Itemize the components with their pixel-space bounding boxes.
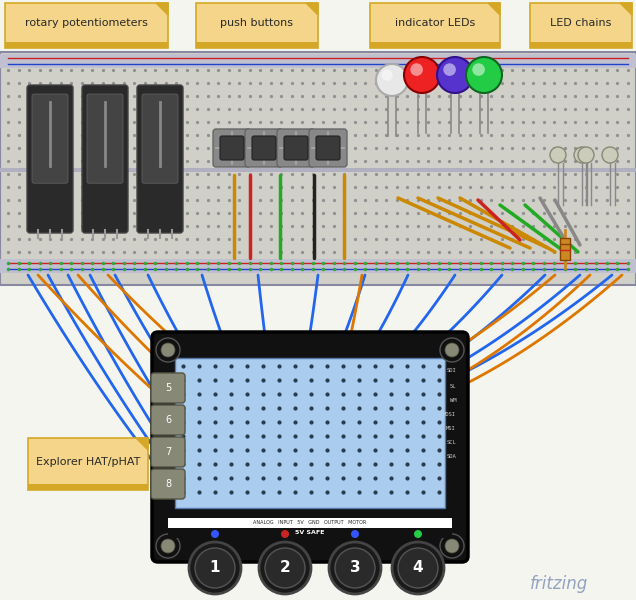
FancyBboxPatch shape — [277, 129, 315, 167]
Bar — [5, 42, 168, 48]
Bar — [0, 52, 636, 285]
FancyBboxPatch shape — [220, 136, 244, 160]
FancyBboxPatch shape — [152, 332, 468, 562]
Text: 2: 2 — [280, 560, 291, 575]
Circle shape — [161, 343, 175, 357]
Bar — [168, 518, 452, 534]
Text: 4: 4 — [413, 560, 424, 575]
FancyBboxPatch shape — [82, 85, 128, 233]
FancyBboxPatch shape — [151, 373, 185, 403]
Text: SDI: SDI — [446, 367, 456, 373]
Circle shape — [161, 539, 175, 553]
Circle shape — [445, 539, 459, 553]
Text: LED chains: LED chains — [550, 19, 612, 28]
Polygon shape — [136, 438, 148, 450]
Text: 6: 6 — [165, 415, 171, 425]
Polygon shape — [620, 3, 632, 15]
Circle shape — [440, 534, 464, 558]
Text: 1: 1 — [210, 560, 220, 575]
FancyBboxPatch shape — [309, 129, 347, 167]
FancyBboxPatch shape — [213, 129, 251, 167]
Circle shape — [550, 147, 566, 163]
Circle shape — [574, 147, 590, 163]
Bar — [560, 238, 570, 260]
Circle shape — [329, 542, 381, 594]
Text: MOSI: MOSI — [443, 412, 456, 416]
Bar — [0, 168, 636, 172]
Circle shape — [259, 542, 311, 594]
Circle shape — [445, 343, 459, 357]
Text: Explorer HAT/pHAT: Explorer HAT/pHAT — [36, 457, 140, 467]
Text: MSI: MSI — [446, 425, 456, 431]
Text: 5L: 5L — [450, 383, 456, 389]
Circle shape — [414, 530, 422, 538]
Circle shape — [376, 64, 408, 96]
Text: SDA: SDA — [446, 454, 456, 458]
Bar — [175, 358, 445, 508]
Bar — [28, 484, 148, 490]
FancyBboxPatch shape — [137, 85, 183, 233]
Circle shape — [440, 338, 464, 362]
Text: ANALOG   INPUT   5V   GND   OUTPUT   MOTOR: ANALOG INPUT 5V GND OUTPUT MOTOR — [253, 520, 366, 526]
FancyBboxPatch shape — [142, 94, 178, 183]
Bar — [370, 3, 500, 48]
Text: 7: 7 — [165, 447, 171, 457]
Bar — [5, 3, 168, 48]
Circle shape — [265, 548, 305, 588]
FancyBboxPatch shape — [245, 129, 283, 167]
Circle shape — [382, 70, 393, 81]
FancyBboxPatch shape — [151, 437, 185, 467]
Circle shape — [443, 64, 456, 76]
Circle shape — [156, 338, 180, 362]
FancyBboxPatch shape — [151, 469, 185, 499]
Circle shape — [437, 57, 473, 93]
Polygon shape — [306, 3, 318, 15]
Circle shape — [410, 64, 423, 76]
Polygon shape — [156, 3, 168, 15]
Text: 5: 5 — [165, 383, 171, 393]
Text: WM: WM — [450, 397, 456, 403]
Circle shape — [602, 147, 618, 163]
FancyBboxPatch shape — [284, 136, 308, 160]
Circle shape — [156, 534, 180, 558]
FancyBboxPatch shape — [32, 94, 68, 183]
Text: 8: 8 — [165, 479, 171, 489]
Bar — [0, 54, 636, 68]
Bar — [0, 259, 636, 273]
Circle shape — [195, 548, 235, 588]
Bar — [530, 3, 632, 48]
Polygon shape — [488, 3, 500, 15]
Text: indicator LEDs: indicator LEDs — [395, 19, 475, 28]
Circle shape — [392, 542, 444, 594]
Circle shape — [351, 530, 359, 538]
Circle shape — [398, 548, 438, 588]
FancyBboxPatch shape — [252, 136, 276, 160]
Bar — [530, 42, 632, 48]
FancyBboxPatch shape — [151, 405, 185, 435]
FancyBboxPatch shape — [87, 94, 123, 183]
Circle shape — [473, 64, 485, 76]
Bar — [196, 42, 318, 48]
FancyBboxPatch shape — [316, 136, 340, 160]
Bar — [168, 528, 452, 538]
Circle shape — [281, 530, 289, 538]
Circle shape — [466, 57, 502, 93]
Circle shape — [335, 548, 375, 588]
Bar — [196, 3, 318, 48]
Text: 5V SAFE: 5V SAFE — [295, 530, 325, 535]
Text: 3: 3 — [350, 560, 361, 575]
Bar — [28, 438, 148, 490]
Circle shape — [578, 147, 594, 163]
Text: rotary potentiometers: rotary potentiometers — [25, 19, 148, 28]
Text: fritzing: fritzing — [530, 575, 588, 593]
Text: SCL: SCL — [446, 439, 456, 445]
FancyBboxPatch shape — [27, 85, 73, 233]
Text: push buttons: push buttons — [221, 19, 293, 28]
Circle shape — [404, 57, 440, 93]
Circle shape — [189, 542, 241, 594]
Circle shape — [211, 530, 219, 538]
Bar — [370, 42, 500, 48]
